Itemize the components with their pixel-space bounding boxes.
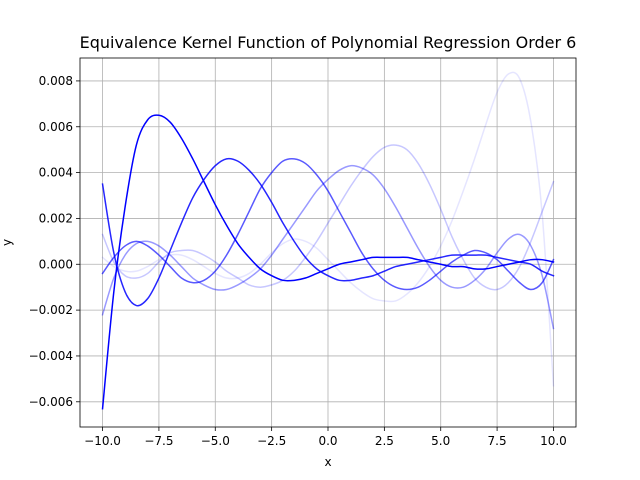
axis-ticks: −10.0 −7.5 −5.0 −2.5 0.0 2.5 5.0 7.5 10.0 −0.006 −… [29,74,567,448]
x-tick-label: −10.0 [84,434,121,448]
x-tick-label: 7.5 [488,434,507,448]
y-tick-label: −0.006 [29,395,73,409]
kernel-series-line-3 [101,157,555,291]
x-tick-label: −5.0 [201,434,230,448]
x-tick-label: 2.5 [375,434,394,448]
kernel-series-line-2 [101,157,555,307]
y-tick-label: 0.004 [39,166,73,180]
y-tick-label: 0.006 [39,120,73,134]
x-tick-label: 5.0 [431,434,450,448]
x-tick-label: −2.5 [257,434,286,448]
y-tick-label: 0.000 [39,257,73,271]
kernel-series-line-4 [101,164,555,330]
chart-title: Equivalence Kernel Function of Polynomia… [80,33,577,52]
y-tick-label: −0.004 [29,349,73,363]
grid [80,58,576,427]
y-tick-label: −0.002 [29,303,73,317]
x-tick-label: 0.0 [318,434,337,448]
x-tick-label: −7.5 [144,434,173,448]
y-tick-label: 0.002 [39,211,73,225]
kernel-series-line-6 [101,71,555,387]
x-tick-label: 10.0 [540,434,567,448]
series-group [101,71,555,410]
kernel-series-line-5 [101,144,555,291]
kernel-series-line-1 [101,114,555,410]
y-tick-label: 0.008 [39,74,73,88]
x-axis-label: x [324,455,331,469]
y-axis-label: y [0,239,14,246]
